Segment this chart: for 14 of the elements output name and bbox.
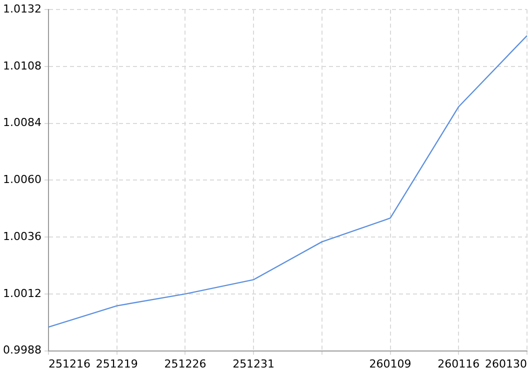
y-tick-label: 1.0084: [2, 116, 42, 130]
x-tick-label: 251216: [48, 357, 90, 370]
x-tick-label: 260116: [438, 357, 480, 370]
x-tick-label: 260109: [369, 357, 412, 370]
y-tick-label: 1.0060: [2, 173, 42, 186]
x-tick-label: 251219: [96, 357, 138, 370]
x-tick-label: 260130: [485, 357, 527, 370]
x-tick-label: 251231: [232, 357, 275, 370]
x-tick-label: 251226: [164, 357, 206, 370]
y-tick-label: 1.0012: [2, 286, 42, 300]
y-tick-label: 0.9988: [2, 344, 42, 357]
y-tick-label: 1.0036: [2, 230, 42, 243]
y-tick-label: 1.0108: [2, 59, 42, 72]
y-tick-label: 1.0132: [2, 2, 42, 16]
